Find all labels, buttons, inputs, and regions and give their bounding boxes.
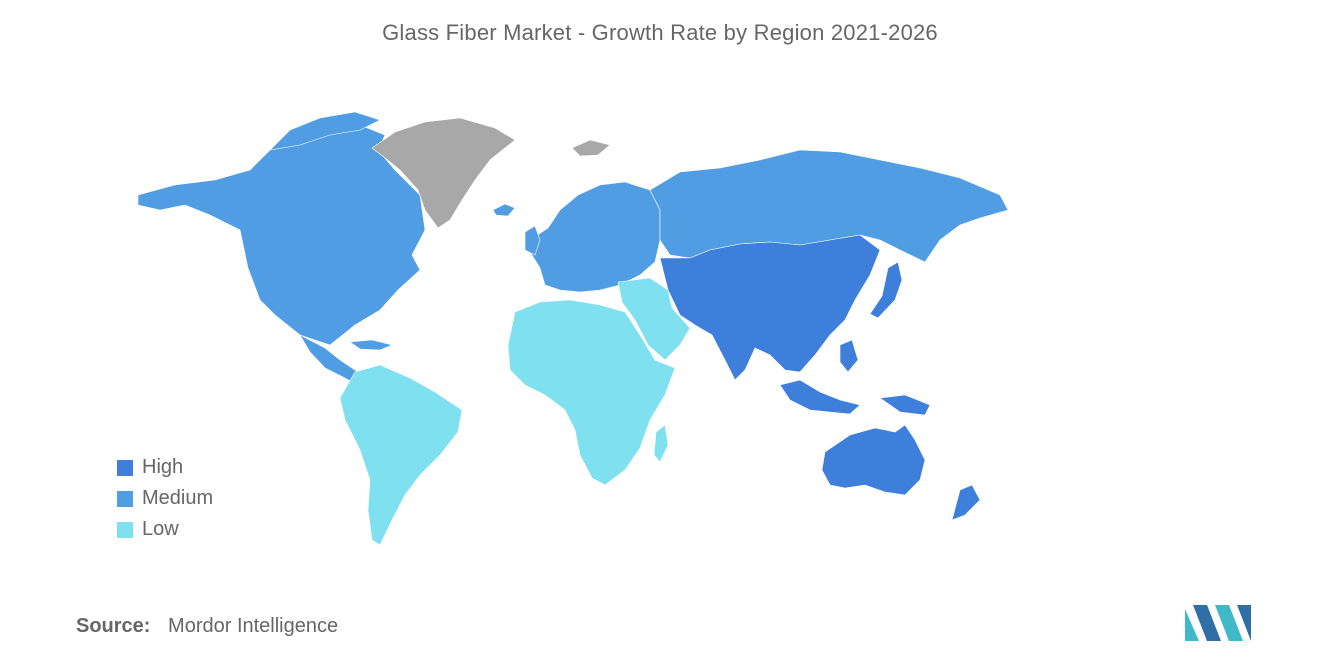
region-australia: [821, 424, 926, 496]
legend-label-low: Low: [142, 518, 179, 540]
region-asia-pacific: [659, 234, 881, 381]
region-north-america-arctic: [269, 111, 381, 151]
region-middle-east: [617, 277, 691, 361]
legend-item-medium: Medium: [117, 483, 213, 514]
region-philippines: [839, 339, 859, 373]
legend-label-high: High: [142, 456, 184, 478]
region-greenland: [371, 117, 516, 229]
legend-item-high: High: [117, 452, 213, 483]
region-svalbard: [571, 139, 611, 157]
legend-label-medium: Medium: [142, 487, 214, 509]
region-europe: [529, 181, 661, 293]
legend: High Medium Low: [117, 452, 213, 545]
legend-item-low: Low: [117, 514, 213, 545]
region-new-zealand: [951, 484, 981, 521]
source-line: Source: Mordor Intelligence: [76, 615, 338, 638]
source-label: Source:: [76, 615, 151, 637]
legend-swatch-high: [117, 459, 133, 476]
region-japan: [869, 261, 903, 319]
region-caribbean: [349, 339, 393, 351]
region-south-america: [339, 364, 463, 546]
chart-title: Glass Fiber Market - Growth Rate by Regi…: [382, 20, 938, 45]
region-new-guinea: [879, 394, 931, 416]
region-uk: [524, 225, 541, 256]
region-southeast-asia: [779, 379, 861, 415]
source-value: Mordor Intelligence: [168, 615, 339, 637]
region-madagascar: [653, 424, 669, 463]
region-iceland: [492, 203, 516, 217]
legend-swatch-medium: [117, 490, 133, 507]
region-north-america: [137, 124, 426, 346]
mordor-intelligence-logo-icon: [1185, 605, 1251, 641]
legend-swatch-low: [117, 521, 133, 538]
region-africa: [507, 299, 676, 486]
